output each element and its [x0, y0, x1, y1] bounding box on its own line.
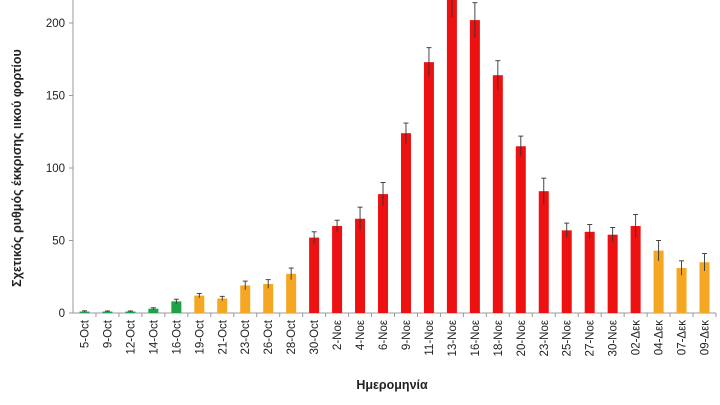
- x-tick-label: 30-Oct: [309, 319, 321, 354]
- x-tick-label: 23-Oct: [240, 319, 252, 354]
- x-tick-label: 18-Νοε: [493, 320, 505, 356]
- x-tick-label: 28-Oct: [286, 319, 298, 354]
- bar: [355, 218, 366, 313]
- x-tick-label: 6-Νοε: [378, 320, 390, 350]
- x-tick-label: 27-Νοε: [585, 320, 597, 356]
- bar: [469, 20, 480, 313]
- x-tick-label: 16-Oct: [171, 319, 183, 354]
- bar: [584, 231, 595, 313]
- x-tick-label: 4-Νοε: [355, 320, 367, 350]
- bars: [79, 0, 710, 314]
- bar: [561, 230, 572, 313]
- bar: [630, 226, 641, 313]
- x-tick-label: 9-Νοε: [401, 320, 413, 350]
- x-tick-label: 02-Δεκ: [631, 320, 643, 355]
- x-tick-label: 11-Νοε: [424, 320, 436, 356]
- y-tick-label: 50: [52, 236, 65, 248]
- bar: [286, 273, 297, 313]
- x-tick-label: 5-Oct: [79, 319, 91, 348]
- x-tick-label: 04-Δεκ: [654, 320, 666, 355]
- x-tick-label: 30-Νοε: [608, 320, 620, 356]
- bar: [171, 301, 182, 313]
- bar: [492, 75, 503, 313]
- x-axis-title: Ημερομηνία: [356, 378, 428, 392]
- bar: [332, 226, 343, 313]
- bar: [125, 311, 136, 313]
- bar: [148, 308, 159, 313]
- bar: [194, 295, 205, 313]
- bar: [653, 250, 664, 313]
- bar: [217, 298, 228, 313]
- bar: [699, 262, 710, 313]
- bar: [309, 237, 320, 313]
- bar: [102, 311, 113, 313]
- x-tick-label: 25-Νοε: [562, 320, 574, 356]
- bar: [423, 62, 434, 314]
- bar: [400, 133, 411, 313]
- bar: [446, 0, 457, 313]
- error-bars: [81, 0, 708, 313]
- x-tick-labels: 5-Oct 9-Oct 12-Oct 14-Oct 16-Oct 19-Oct 21-Oct…: [79, 313, 717, 356]
- x-tick-label: 20-Νοε: [516, 320, 528, 356]
- y-tick-label: 0: [59, 308, 65, 320]
- bar: [676, 268, 687, 313]
- x-tick-label: 9-Oct: [102, 319, 114, 348]
- bar: [538, 191, 549, 313]
- x-tick-label: 23-Νοε: [539, 320, 551, 356]
- x-tick-label: 14-Oct: [148, 319, 160, 354]
- y-tick-labels: 0 50 100 150 200: [46, 18, 73, 320]
- x-tick-label: 13-Νοε: [447, 320, 459, 356]
- y-tick-label: 200: [46, 18, 65, 30]
- bar: [607, 234, 618, 313]
- x-tick-label: 07-Δεκ: [677, 320, 689, 355]
- x-tick-label: 21-Oct: [217, 319, 229, 354]
- x-tick-label: 09-Δεκ: [700, 320, 712, 355]
- x-tick-label: 26-Oct: [263, 319, 275, 354]
- bar: [515, 146, 526, 313]
- y-tick-label: 100: [46, 163, 65, 175]
- bar: [378, 194, 389, 313]
- y-tick-label: 150: [46, 91, 65, 103]
- y-axis-title: Σχετικός ρυθμός έκκρισης ιικού φορτίου: [10, 49, 24, 287]
- x-tick-label: 12-Oct: [125, 319, 137, 354]
- x-tick-label: 19-Oct: [194, 319, 206, 354]
- x-tick-label: 16-Νοε: [470, 320, 482, 356]
- x-tick-label: 2-Νοε: [332, 320, 344, 350]
- bar: [240, 285, 251, 313]
- bar: [263, 284, 274, 313]
